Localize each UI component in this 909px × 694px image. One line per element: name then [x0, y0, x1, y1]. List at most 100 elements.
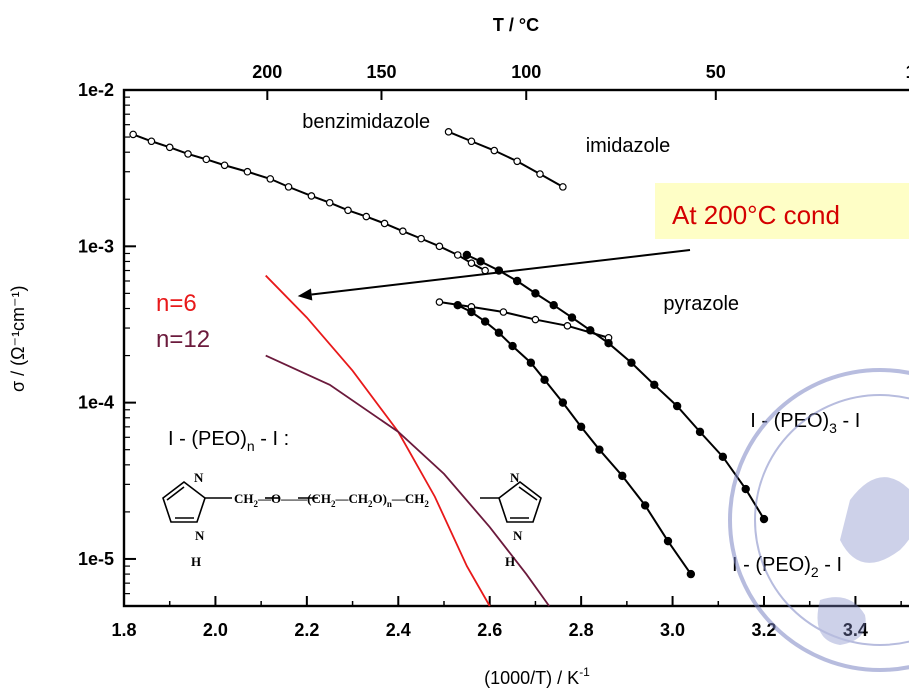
legend-n12: n=12 [156, 326, 210, 353]
series-2-point-2 [499, 308, 508, 316]
series-0-point-14 [399, 227, 407, 235]
top-axis-title: T / °C [493, 15, 539, 35]
series-0-point-2 [165, 143, 174, 152]
series-3-point-15 [759, 514, 769, 524]
series-4-point-8 [576, 422, 586, 432]
series-line-5 [265, 274, 491, 607]
peo-label-1: I - (PEO)2 - I [732, 554, 842, 580]
top-tick-label-1: 150 [366, 62, 396, 82]
series-line-4 [457, 304, 692, 575]
series-0-point-19 [481, 266, 489, 275]
series-0-point-15 [417, 234, 425, 243]
series-0-point-17 [453, 251, 462, 259]
series-4-point-9 [595, 445, 604, 454]
series-line-6 [265, 354, 550, 607]
callout-arrowhead [297, 288, 313, 301]
series-0-point-5 [220, 161, 229, 170]
series-3-point-8 [604, 338, 613, 348]
series-2-point-3 [531, 315, 540, 324]
series-3-point-3 [512, 276, 522, 286]
series-3-point-11 [672, 401, 682, 411]
annotation-0: benzimidazole [302, 111, 430, 133]
series-layer [129, 128, 769, 607]
legend-n6: n=6 [156, 290, 197, 317]
annotation-2: pyrazole [663, 293, 739, 315]
series-4-point-10 [618, 471, 627, 481]
callout-arrow [311, 249, 691, 296]
series-3-point-1 [476, 257, 485, 266]
series-0-point-4 [202, 155, 211, 164]
chemical-structure [162, 480, 542, 523]
top-tick-label-4: 10 [906, 62, 909, 82]
formula-label: I - (PEO)n - I : [168, 428, 289, 454]
chem-h-right: H [505, 554, 515, 569]
top-tick-label-0: 200 [252, 62, 282, 82]
series-4-point-7 [558, 398, 568, 407]
series-4-point-3 [494, 328, 504, 337]
series-2-point-4 [563, 322, 572, 330]
chem-n-right-top: N [510, 470, 520, 485]
plot-frame [122, 88, 909, 608]
library-stamp [728, 368, 909, 672]
y-tick-label-1: 1e-3 [78, 236, 114, 256]
series-0-point-11 [344, 206, 352, 215]
series-0-point-12 [362, 212, 371, 221]
callout-text: At 200°C cond [672, 200, 840, 230]
x-tick-label-8: 3.4 [843, 620, 868, 640]
series-0-point-13 [380, 219, 389, 228]
series-1-point-0 [444, 128, 453, 136]
x-tick-label-3: 2.4 [386, 620, 411, 640]
series-4-point-12 [663, 536, 673, 546]
x-tick-label-0: 1.8 [111, 620, 136, 640]
series-3-point-0 [462, 250, 472, 260]
series-3-point-13 [718, 452, 728, 462]
x-tick-label-5: 2.8 [569, 620, 594, 640]
x-axis-title: (1000/T) / K-1 [484, 665, 590, 688]
series-4-point-2 [480, 317, 490, 326]
series-3-point-6 [567, 313, 577, 322]
series-0-point-9 [307, 192, 316, 200]
series-3-point-4 [531, 289, 540, 298]
y-tick-label-3: 1e-5 [78, 549, 114, 569]
chem-h-left: H [191, 554, 201, 569]
series-0-point-7 [266, 175, 275, 183]
series-0-point-1 [147, 137, 156, 146]
annotation-1: imidazole [586, 135, 670, 157]
series-4-point-13 [686, 569, 696, 579]
series-4-point-5 [526, 358, 536, 367]
x-tick-label-6: 3.0 [660, 620, 685, 640]
chem-n-left-top: N [194, 470, 204, 485]
series-0-point-10 [325, 198, 334, 207]
y-tick-label-0: 1e-2 [78, 80, 114, 100]
chem-n-left-bottom: N [195, 528, 205, 543]
chem-n-right-bottom: N [513, 528, 523, 543]
top-tick-label-2: 100 [511, 62, 541, 82]
series-1-point-1 [467, 137, 476, 146]
x-tick-label-1: 2.0 [203, 620, 228, 640]
series-2-point-0 [435, 298, 444, 306]
series-3-point-14 [741, 484, 750, 494]
series-0-point-8 [284, 183, 293, 191]
series-line-1 [448, 130, 564, 188]
series-line-3 [466, 254, 765, 520]
series-1-point-3 [513, 157, 521, 166]
series-3-point-12 [695, 427, 705, 437]
series-4-point-0 [453, 301, 462, 310]
series-4-point-6 [540, 375, 549, 384]
series-4-point-1 [467, 307, 476, 317]
series-3-point-9 [627, 358, 636, 367]
series-0-point-0 [129, 130, 137, 139]
series-0-point-18 [467, 259, 476, 267]
callout-box [655, 183, 909, 239]
series-3-point-7 [586, 326, 595, 335]
series-1-point-2 [490, 146, 499, 155]
series-0-point-3 [184, 150, 192, 158]
series-3-point-10 [650, 380, 659, 390]
x-tick-label-4: 2.6 [477, 620, 502, 640]
chem-chain: CH2—O——(CH2—CH2O)n—CH2 [234, 491, 429, 509]
series-1-point-5 [559, 183, 567, 191]
y-axis-title: σ / (Ω⁻¹cm⁻¹) [8, 285, 28, 392]
axis-ticks: 1.82.02.22.42.62.83.03.23.41e-21e-31e-41… [78, 62, 909, 640]
